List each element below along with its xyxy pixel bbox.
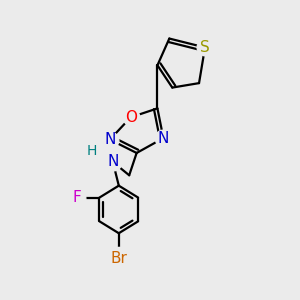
Text: S: S — [200, 40, 210, 55]
Text: F: F — [73, 190, 82, 205]
Text: H: H — [87, 145, 97, 158]
Text: N: N — [107, 154, 118, 169]
Text: Br: Br — [110, 251, 127, 266]
Text: N: N — [158, 130, 169, 146]
Text: N: N — [104, 132, 116, 147]
Text: O: O — [125, 110, 137, 125]
